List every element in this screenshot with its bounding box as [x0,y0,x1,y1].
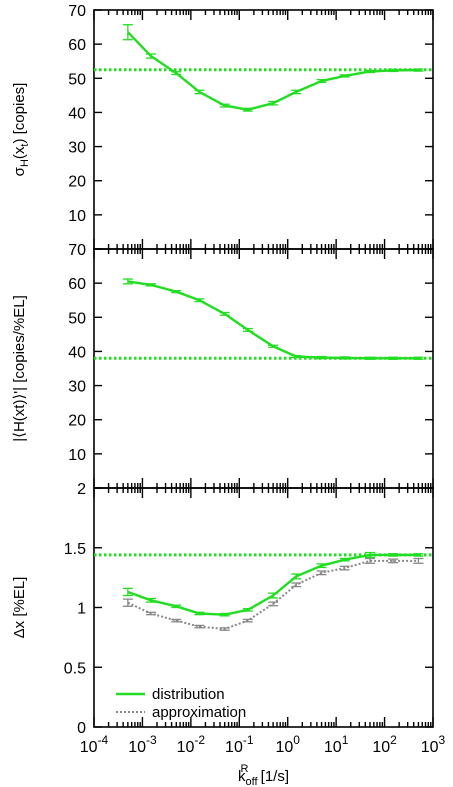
y-tick-label: 0.5 [64,660,86,677]
x-tick-label: 10-1 [225,733,254,756]
y-tick-label: 70 [68,3,86,20]
y-tick-label: 20 [68,174,86,191]
panel-top: 10 20 30 40 50 60 70 σH(xt) [copies] [11,3,434,250]
x-tick-label: 10-3 [128,733,157,756]
panel-bottom: 0 0.5 1 1.5 2 Δx [%EL] 10-4 10-3 10-2 10-1 100 101 1… [11,481,446,787]
plot-frame [93,9,434,250]
y-axis-label: |⟨H(xt)⟩'| [copies/%EL] [11,295,28,442]
panel-middle: 10 20 30 40 50 60 70 |⟨H(xt)⟩'| [copies/%EL] [11,242,434,489]
legend-label-distribution: distribution [152,686,225,703]
y-tick-label: 50 [68,71,86,88]
y-tick-label: 1.5 [64,541,86,558]
y-tick-label: 30 [68,140,86,157]
x-tick-label: 100 [275,733,300,756]
legend-label-approximation: approximation [152,704,246,721]
y-tick-label: 2 [77,481,86,498]
y-axis-label: Δx [%EL] [11,577,28,639]
y-tick-label: 30 [68,379,86,396]
y-tick-label: 40 [68,105,86,122]
y-tick-label: 20 [68,413,86,430]
y-tick-label: 1 [77,601,86,618]
x-tick-label: 102 [372,733,397,756]
x-tick-label: 103 [421,733,446,756]
y-tick-label: 70 [68,242,86,259]
y-tick-label: 50 [68,310,86,327]
x-tick-label: 10-4 [80,733,109,756]
y-tick-label: 40 [68,344,86,361]
y-tick-label: 0 [77,720,86,737]
y-axis-label: σH(xt) [copies] [11,83,31,177]
y-tick-label: 10 [68,208,86,225]
x-tick-label: 101 [324,733,349,756]
plot-frame [93,487,434,728]
y-tick-label: 60 [68,37,86,54]
x-axis-label: koffR [1/s] [238,763,289,787]
y-tick-label: 10 [68,447,86,464]
x-tick-label: 10-2 [177,733,206,756]
y-tick-label: 60 [68,276,86,293]
